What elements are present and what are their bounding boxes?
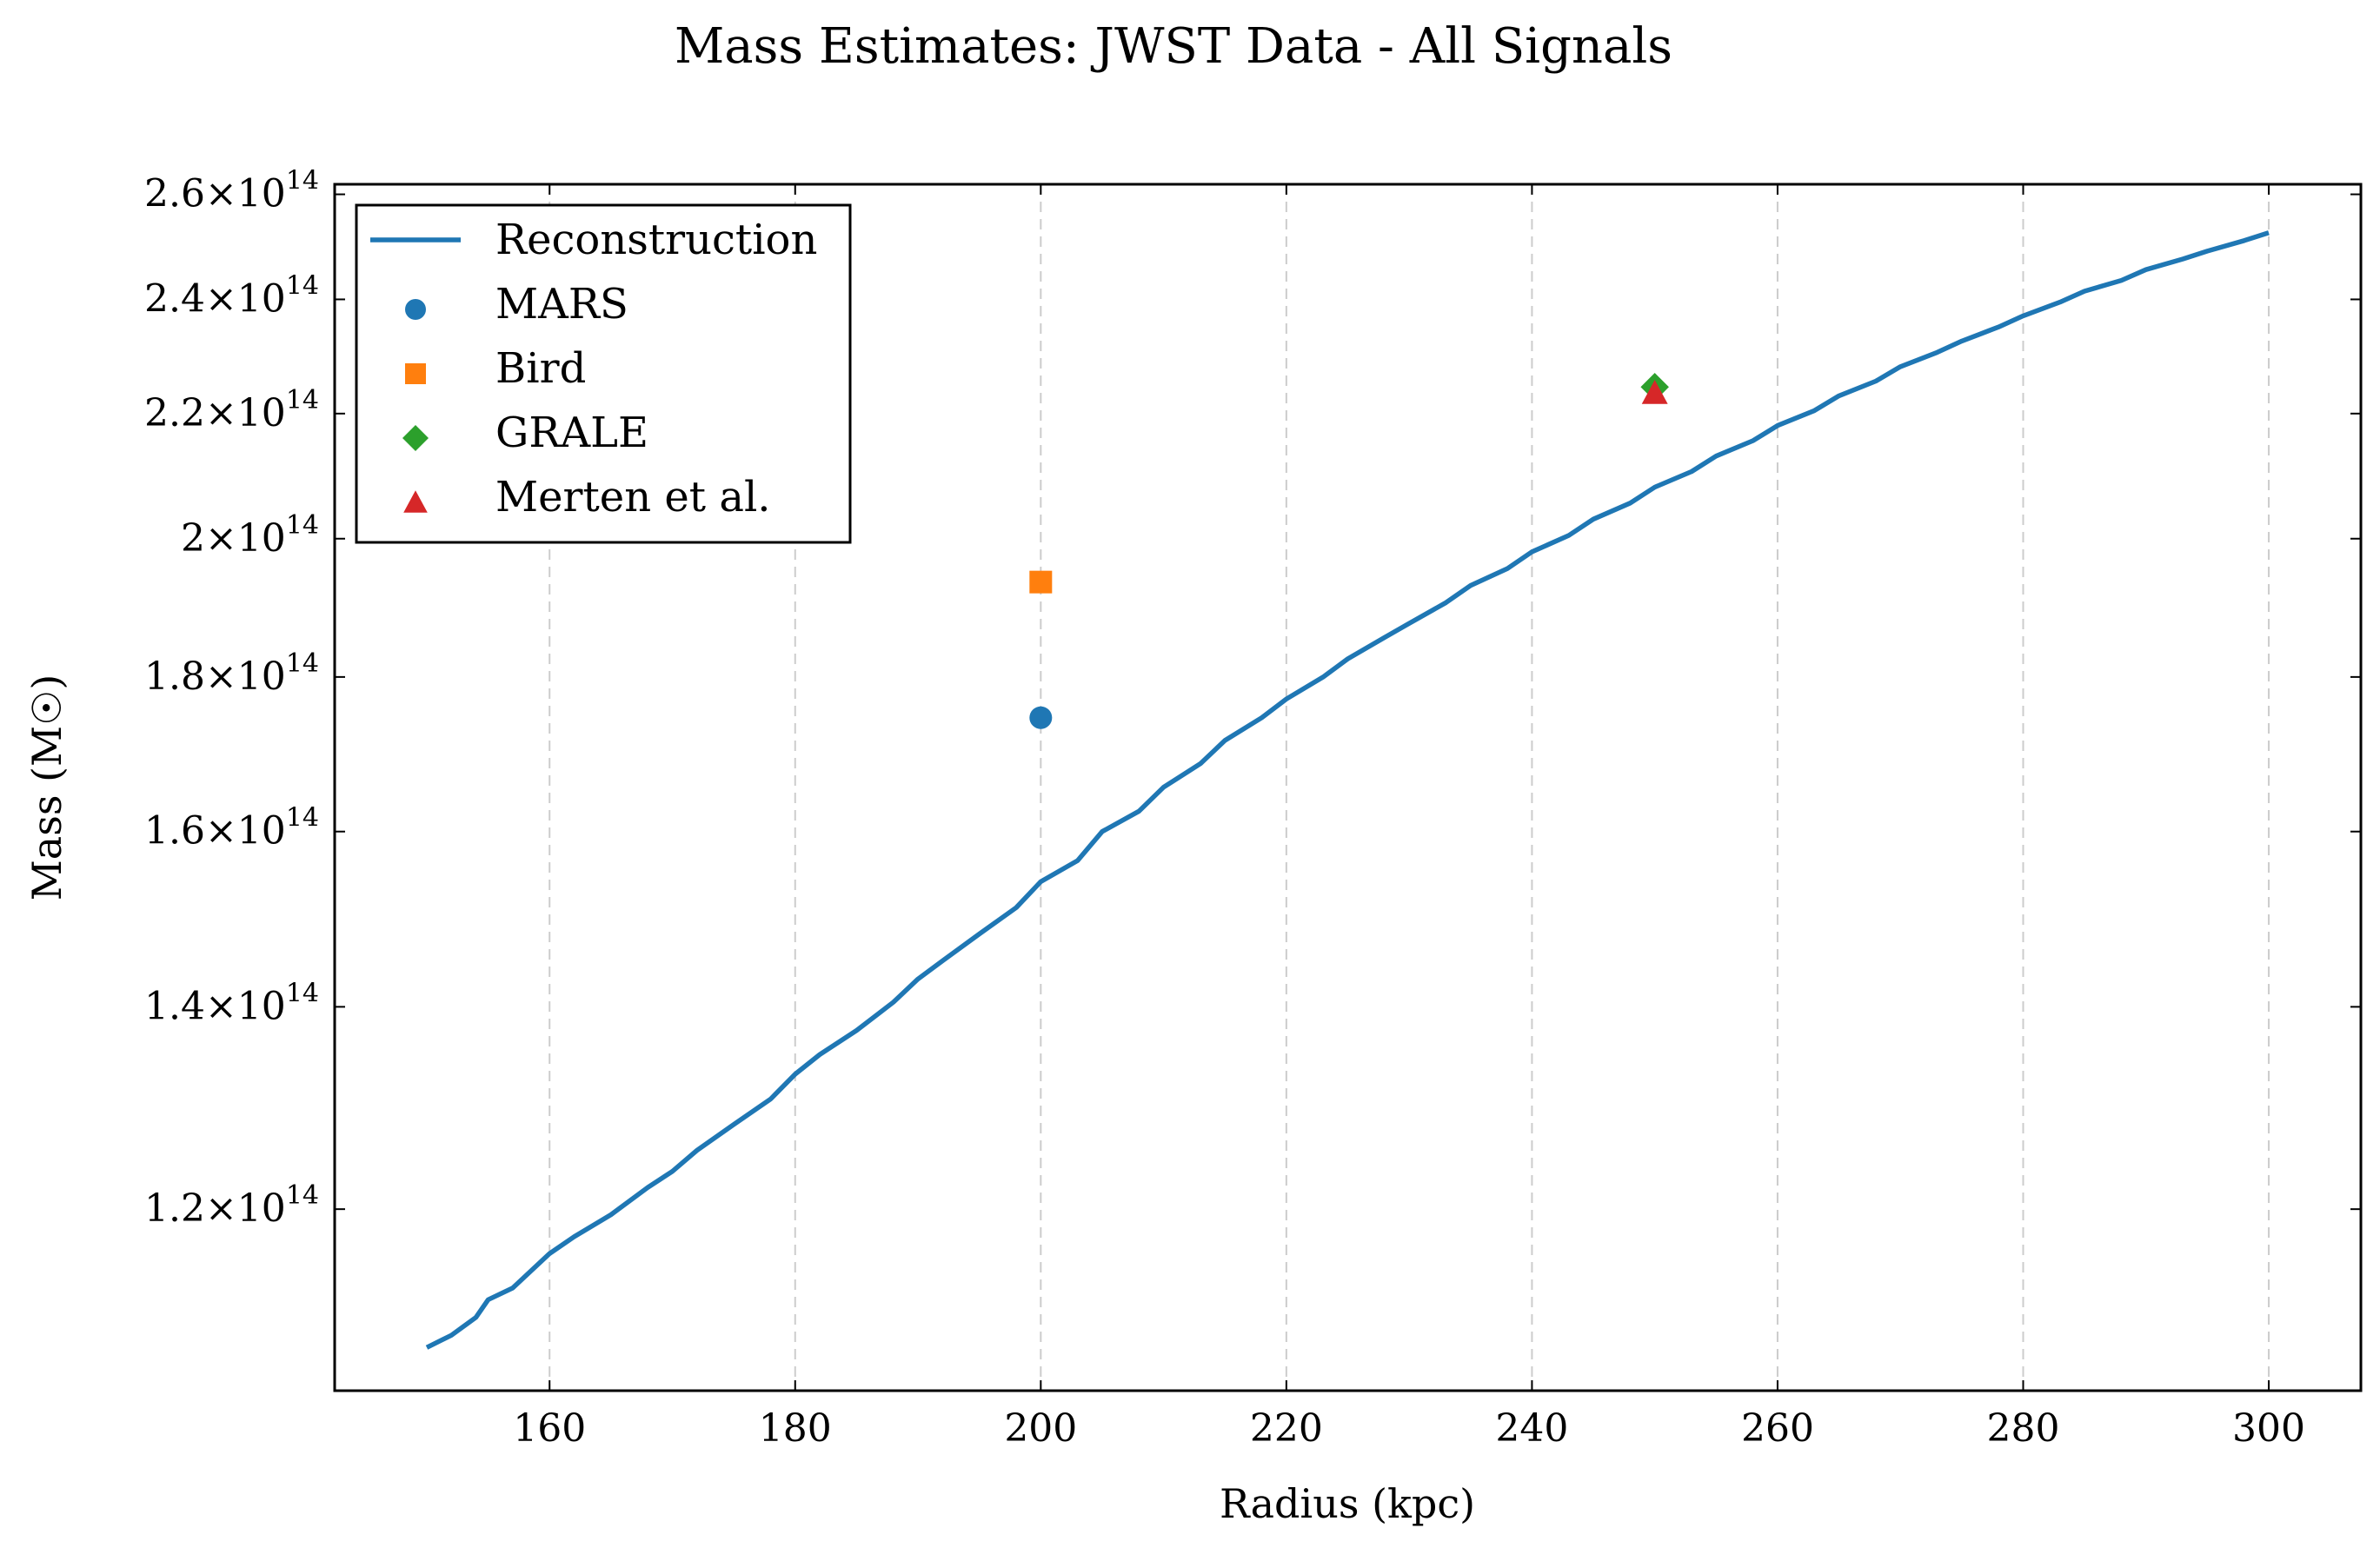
x-tick-label: 280 <box>1987 1406 2060 1451</box>
legend-label-grale: GRALE <box>495 409 648 457</box>
legend-label-merten-et-al: Merten et al. <box>495 473 771 522</box>
series-line-reconstruction <box>425 230 2270 1350</box>
y-tick-label: 2×1014 <box>181 510 319 561</box>
legend-label-reconstruction: Reconstruction <box>495 216 817 264</box>
legend-label-mars: MARS <box>495 280 628 329</box>
plot-series <box>425 230 2270 1350</box>
y-tick-label: 1.2×1014 <box>144 1180 319 1231</box>
y-tick-label: 2.6×1014 <box>144 166 319 216</box>
x-tick-label: 260 <box>1741 1406 1814 1451</box>
legend-frame <box>355 203 852 544</box>
legend-swatch-mars <box>405 299 426 320</box>
x-tick-label: 180 <box>759 1406 832 1451</box>
y-tick-label: 1.4×1014 <box>144 978 319 1028</box>
x-tick-label: 200 <box>1004 1406 1077 1451</box>
chart-title: Mass Estimates: JWST Data - All Signals <box>675 18 1672 75</box>
legend-label-bird: Bird <box>495 344 586 393</box>
legend: Reconstruction MARS Bird GRALE Merten et al. <box>355 203 852 544</box>
legend-swatch-bird <box>405 363 426 384</box>
data-point-bird <box>1029 570 1053 594</box>
plot-frame <box>333 183 2363 1392</box>
y-tick-label: 2.2×1014 <box>144 385 319 435</box>
y-tick-label: 1.8×1014 <box>144 648 319 699</box>
legend-swatch-merten-et-al <box>403 490 428 513</box>
y-tick-label: 2.4×1014 <box>144 270 319 321</box>
x-tick-label: 300 <box>2232 1406 2305 1451</box>
y-tick-label: 1.6×1014 <box>144 803 319 854</box>
y-axis-label: Mass (M☉) <box>23 674 70 901</box>
y-axis-ticks: 1.2×1014 1.4×1014 1.6×1014 1.8×1014 2×1014 2.… <box>144 166 2361 1231</box>
x-tick-label: 220 <box>1250 1406 1323 1451</box>
legend-swatch-grale <box>402 425 429 451</box>
x-axis-ticks: 160 180 200 220 240 260 280 300 <box>513 184 2305 1451</box>
x-tick-label: 240 <box>1495 1406 1568 1451</box>
data-point-merten-et-al <box>1641 380 1668 404</box>
data-point-mars <box>1029 706 1053 729</box>
x-tick-label: 160 <box>513 1406 586 1451</box>
x-axis-label: Radius (kpc) <box>1220 1480 1475 1527</box>
